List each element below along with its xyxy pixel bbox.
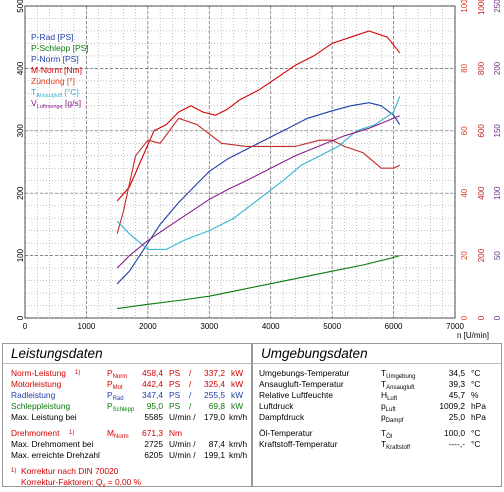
- env-unit: °C: [471, 379, 481, 389]
- x-tick-label: 3000: [200, 322, 218, 331]
- env-label: Ansaugluft-Temperatur: [259, 379, 344, 389]
- y-right-tick-label: 400: [477, 186, 486, 200]
- legend-entry: VLuftmenge [g/s]: [31, 98, 81, 110]
- env-unit: °C: [471, 428, 481, 438]
- x-tick-label: 6000: [385, 322, 403, 331]
- x-axis-label: n [U/min]: [457, 331, 489, 340]
- y-right-tick-label: 1000: [477, 0, 486, 15]
- env-label: Relative Luftfeuchte: [259, 390, 334, 400]
- env-value: 25,0: [448, 412, 465, 422]
- legend-entry: M-Norm [Nm]: [31, 65, 82, 75]
- torque-row: Drehmoment 1) MNorm 671,3 Nm: [11, 428, 183, 440]
- env-unit: °C: [471, 368, 481, 378]
- env-value: 100,0: [444, 428, 465, 438]
- y-left-tick-label: 100: [16, 248, 25, 262]
- x-tick-label: 2000: [139, 322, 157, 331]
- norm-power-row: Norm-Leistung 1) PNorm 458,4 PS / 337,2 …: [11, 368, 244, 380]
- series-line: [116, 115, 400, 269]
- env-row: Luftdruck pLuft 1009,2 hPa: [253, 401, 501, 413]
- y-right-tick-label: 0: [493, 315, 502, 320]
- env-unit: hPa: [471, 412, 486, 422]
- y-left-tick-label: 300: [16, 124, 25, 138]
- x-tick-label: 0: [23, 322, 28, 331]
- correction-factor-row: Korrektur-Faktoren: Qv = 0,00 %: [21, 477, 142, 489]
- env-symbol: pDampf: [381, 412, 404, 424]
- env-symbol: TÖl: [381, 428, 393, 440]
- x-tick-label: 1000: [78, 322, 96, 331]
- env-label: Umgebungs-Temperatur: [259, 368, 350, 378]
- env-label: Dampfdruck: [259, 412, 305, 422]
- y-right-tick-label: 100: [493, 186, 502, 200]
- env-row: Öl-Temperatur TÖl 100,0 °C: [253, 428, 501, 440]
- env-row: Kraftstoff-Temperatur TKraftstoff ----,- °C: [253, 439, 501, 451]
- env-label: Öl-Temperatur: [259, 428, 313, 438]
- y-left-tick-label: 0: [16, 315, 25, 320]
- env-symbol: TUmgebung: [381, 368, 416, 380]
- legend-entry: P-Schlepp [PS]: [31, 43, 89, 53]
- env-symbol: TKraftstoff: [381, 439, 411, 451]
- series-line: [117, 255, 400, 310]
- x-tick-label: 5000: [323, 322, 341, 331]
- legend-entry: P-Norm [PS]: [31, 54, 79, 64]
- y-right-tick-label: 50: [493, 251, 502, 260]
- env-symbol: TAnsaugluft: [381, 379, 415, 391]
- env-value: 1009,2: [439, 401, 465, 411]
- y-left-tick-label: 400: [16, 61, 25, 75]
- environment-title: Umgebungsdaten: [253, 344, 501, 364]
- y-left-tick-label: 500: [16, 0, 25, 13]
- plot-frame: [24, 5, 456, 319]
- y-right-tick-label: 100: [460, 0, 469, 13]
- y-left-tick-label: 200: [16, 186, 25, 200]
- performance-title: Leistungsdaten: [3, 344, 251, 364]
- series-line: [116, 117, 400, 234]
- env-row: Ansaugluft-Temperatur TAnsaugluft 39,3 °C: [253, 379, 501, 391]
- performance-data-panel: Leistungsdaten Norm-Leistung 1) PNorm 45…: [2, 343, 252, 489]
- env-label: Kraftstoff-Temperatur: [259, 439, 338, 449]
- series-line: [116, 102, 401, 285]
- env-value: ----,-: [448, 439, 465, 449]
- env-label: Luftdruck: [259, 401, 294, 411]
- env-symbol: HLuft: [381, 390, 398, 402]
- env-unit: %: [471, 390, 479, 400]
- env-row: Dampfdruck pDampf 25,0 hPa: [253, 412, 501, 424]
- env-row: Relative Luftfeuchte HLuft 45,7%: [253, 390, 501, 402]
- x-tick-label: 4000: [262, 322, 280, 331]
- x-tick-label: 7000: [446, 322, 464, 331]
- y-right-tick-label: 200: [477, 248, 486, 262]
- env-value: 39,3: [448, 379, 465, 389]
- y-right-tick-label: 600: [477, 124, 486, 138]
- environment-data-panel: Umgebungsdaten Umgebungs-Temperatur TUmge…: [252, 343, 502, 487]
- env-value: 45,7: [448, 390, 465, 400]
- env-row: Umgebungs-Temperatur TUmgebung 34,5 °C: [253, 368, 501, 380]
- series-line: [116, 30, 401, 202]
- max-power-row: Max. Leistung bei 5585 U/min / 179,0 km/…: [11, 412, 248, 422]
- max-rev-row: Max. erreichte Drehzahl 6205 U/min / 199…: [11, 450, 248, 460]
- y-right-tick-label: 200: [493, 61, 502, 75]
- max-torque-row: Max. Drehmoment bei 2725 U/min / 87,4 km…: [11, 439, 248, 449]
- y-right-tick-label: 20: [460, 251, 469, 260]
- correction-row: 1) Korrektur nach DIN 70020: [11, 466, 119, 476]
- y-right-tick-label: 80: [460, 63, 469, 72]
- env-unit: °C: [471, 439, 481, 449]
- y-right-tick-label: 0: [477, 315, 486, 320]
- wheel-power-row: Radleistung PRad 347,4 PS / 255,5 kW: [11, 390, 244, 402]
- env-unit: hPa: [471, 401, 486, 411]
- y-right-tick-label: 800: [477, 61, 486, 75]
- y-right-tick-label: 40: [460, 188, 469, 197]
- series-line: [116, 96, 401, 250]
- y-right-tick-label: 60: [460, 126, 469, 135]
- y-right-tick-label: 250: [493, 0, 502, 13]
- drag-power-row: Schleppleistung PSchlepp 95,0 PS / 69,8 …: [11, 401, 244, 413]
- y-right-tick-label: 0: [460, 315, 469, 320]
- env-symbol: pLuft: [381, 401, 396, 413]
- motor-power-row: Motorleistung PMot 442,4 PS / 325,4 kW: [11, 379, 244, 391]
- y-right-tick-label: 150: [493, 124, 502, 138]
- env-value: 34,5: [448, 368, 465, 378]
- legend-entry: Zündung [°]: [31, 76, 75, 86]
- legend-entry: P-Rad [PS]: [31, 32, 74, 42]
